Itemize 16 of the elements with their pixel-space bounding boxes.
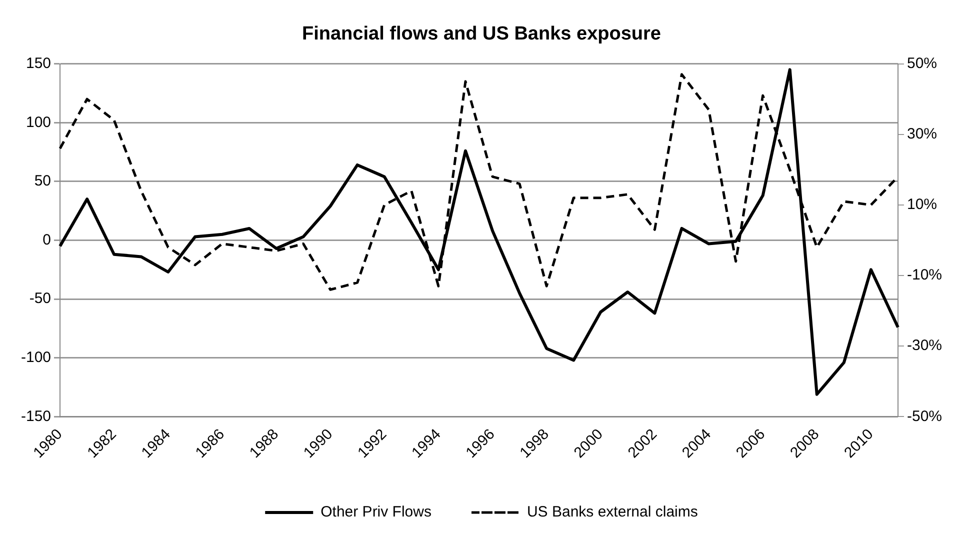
y2-tick-label: -10% [906,266,942,284]
y-tick-label: -150 [20,408,52,425]
legend-label: Other Priv Flows [320,504,432,521]
legend-label: US Banks external claims [526,504,698,521]
y2-tick-label: 50% [906,54,938,72]
y-tick-label: 150 [26,54,52,72]
y-tick-label: 100 [26,114,52,131]
y2-tick-label: -30% [906,337,942,354]
y-tick-label: 0 [42,231,52,248]
y-tick-label: 50 [34,172,52,190]
y2-tick-label: -50% [906,408,942,425]
y2-tick-label: 10% [906,196,938,214]
chart-title: Financial flows and US Banks exposure [302,24,661,45]
y-tick-label: -50 [29,290,52,308]
y-tick-label: -100 [20,349,52,366]
y2-tick-label: 30% [906,126,938,143]
